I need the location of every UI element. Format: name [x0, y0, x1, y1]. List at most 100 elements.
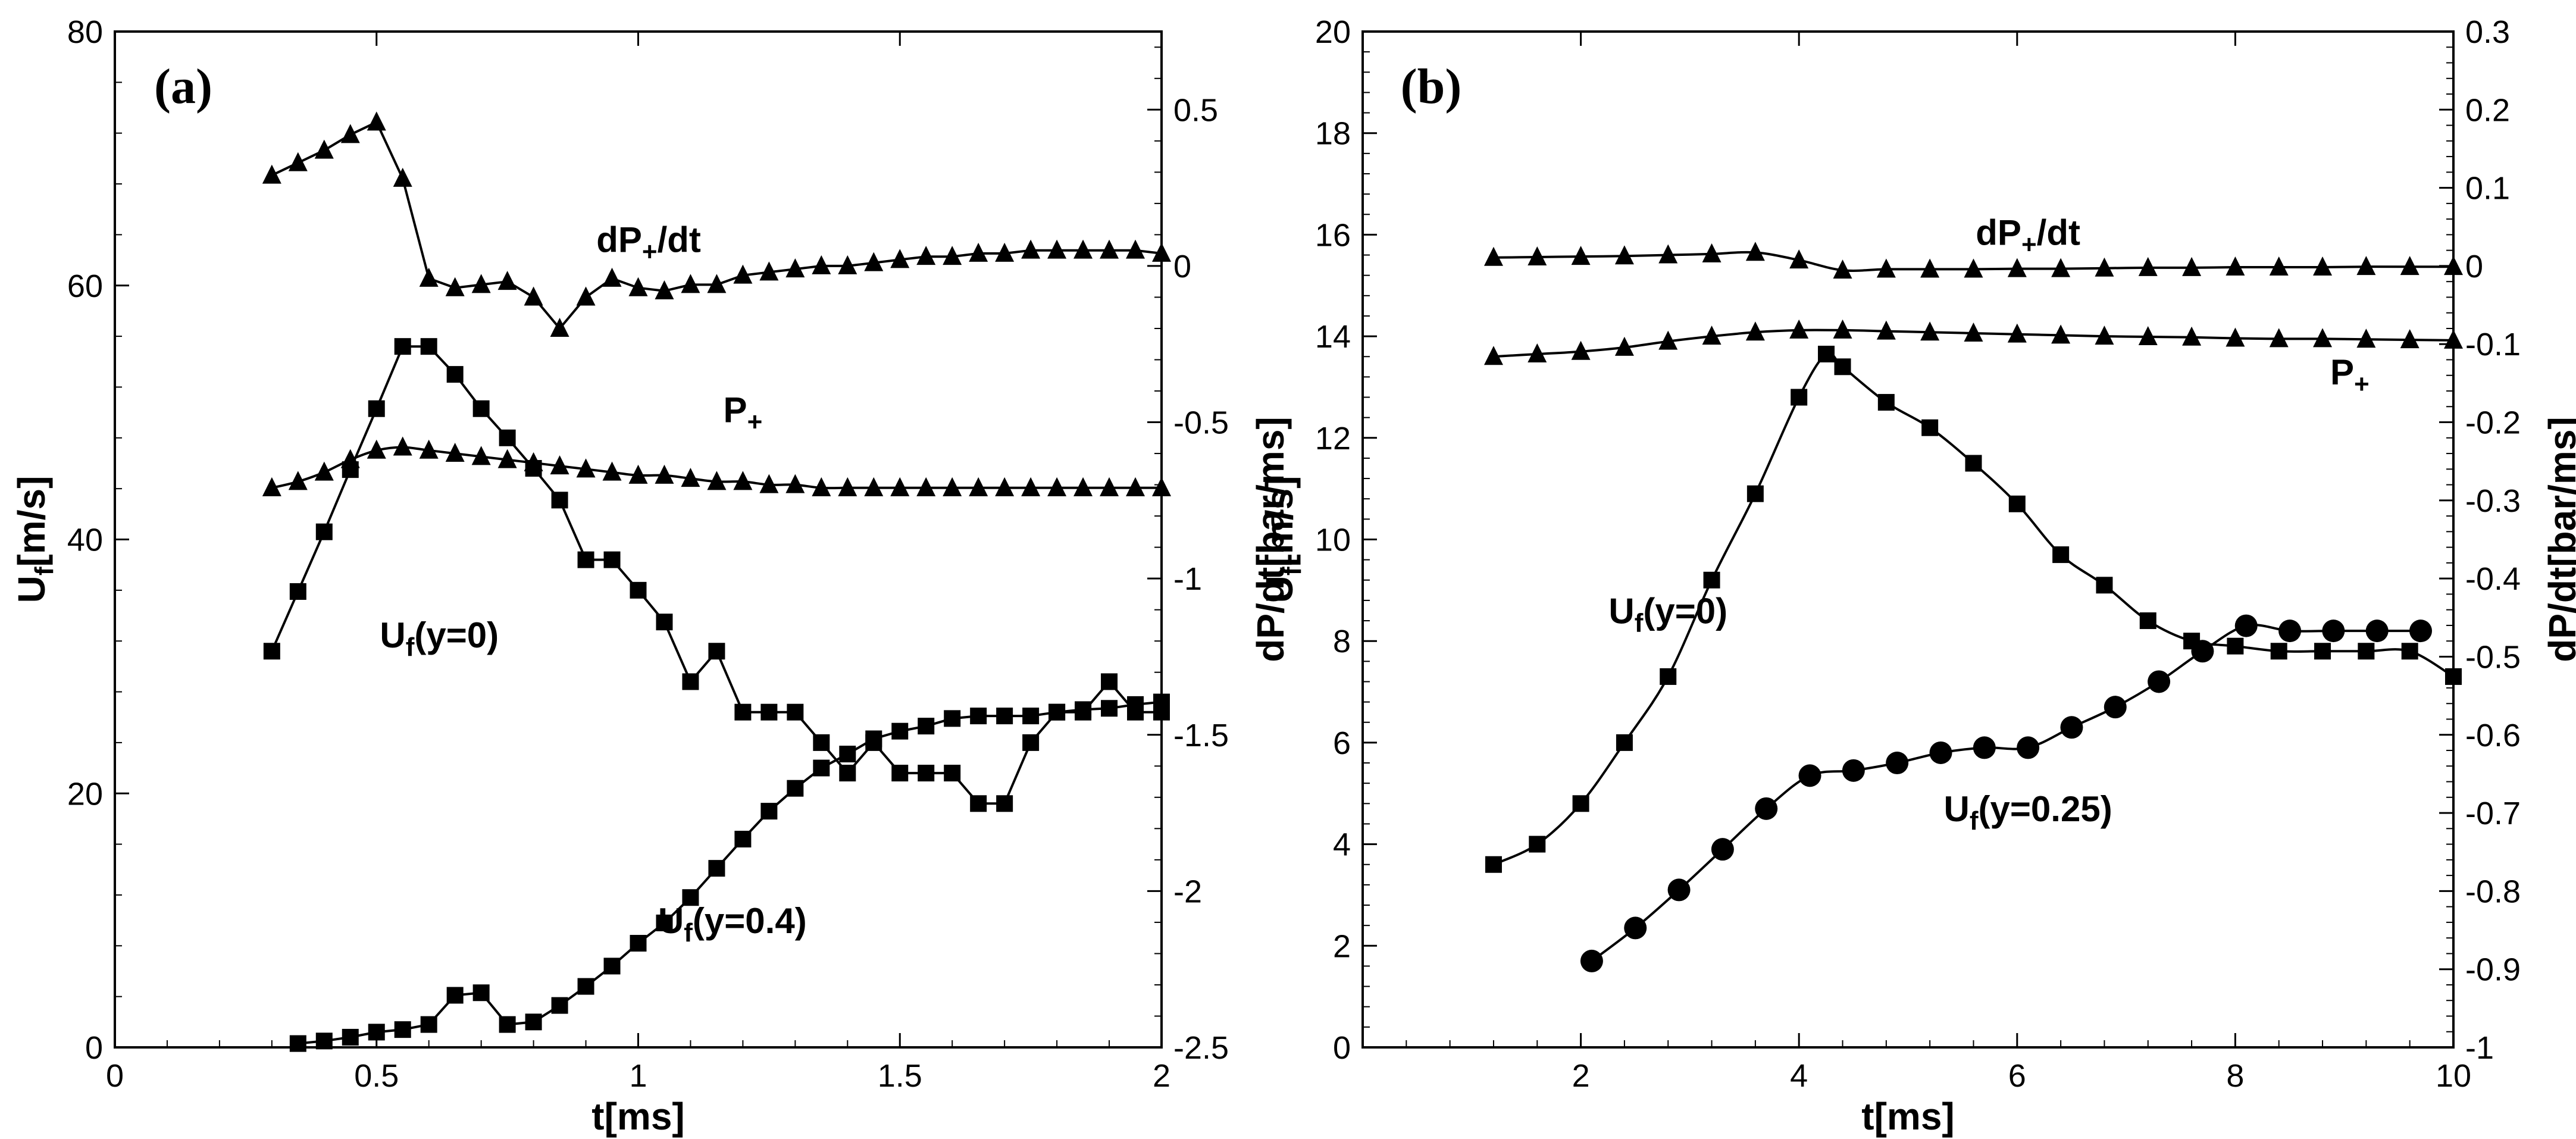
series-label-rest: (y=0): [414, 615, 499, 655]
data-point-square: [970, 708, 987, 725]
data-point-square: [368, 1024, 385, 1041]
data-point-triangle: [1528, 343, 1547, 362]
y-right-tick-label: 0.3: [2465, 14, 2510, 50]
data-point-triangle: [890, 477, 910, 496]
data-point-triangle: [1483, 246, 1503, 266]
data-point-triangle: [1021, 239, 1041, 259]
data-point-square: [342, 461, 359, 478]
data-point-triangle: [785, 258, 805, 278]
data-point-triangle: [2182, 256, 2202, 276]
data-point-square: [891, 722, 909, 740]
data-point-square: [1921, 419, 1939, 436]
data-point-triangle: [1100, 477, 1119, 496]
data-point-circle: [2148, 670, 2171, 693]
data-point-square: [603, 551, 621, 568]
series-label-main: U: [1944, 789, 1970, 829]
data-point-circle: [1667, 878, 1691, 902]
data-point-square: [918, 718, 935, 735]
data-point-triangle: [340, 124, 360, 143]
y-left-tick-label: 6: [1333, 725, 1351, 761]
y-left-tick-label: 12: [1315, 421, 1351, 456]
panel-b: 2 4 6 8 10 0 2 4 6 8 10 12 14 16 18 20 -1 -0.9 -0.8 -0.7 -0.…: [1258, 14, 2576, 1138]
x-tick-label: 1.5: [878, 1058, 922, 1094]
series-label-main: U: [1608, 591, 1634, 631]
series-dp-dt: dP+/dt: [262, 111, 1171, 337]
data-point-triangle: [1021, 477, 1041, 496]
data-point-triangle: [681, 274, 700, 293]
y-left-tick-label: 20: [1315, 14, 1351, 50]
data-point-triangle: [890, 249, 910, 268]
data-point-triangle: [1964, 258, 1983, 278]
y-left-axis-title-sub: f: [1278, 567, 1307, 575]
y-right-tick-label: -0.3: [2465, 483, 2521, 519]
data-point-triangle: [969, 242, 988, 262]
data-point-triangle: [367, 439, 386, 459]
y-right-tick-label: -0.5: [2465, 639, 2521, 675]
data-point-square: [1101, 700, 1118, 717]
x-tick-label: 4: [1790, 1058, 1808, 1094]
data-point-triangle: [943, 246, 962, 265]
data-point-triangle: [576, 458, 596, 478]
data-point-square: [551, 997, 568, 1014]
data-point-triangle: [916, 477, 936, 496]
series-label-sub: f: [1970, 806, 1979, 836]
y-right-tick-label: -0.8: [2465, 874, 2521, 909]
data-point-triangle: [2269, 256, 2289, 276]
data-point-square: [2008, 495, 2026, 512]
data-point-square: [446, 366, 464, 383]
data-point-square: [1791, 389, 1808, 406]
data-point-triangle: [2138, 326, 2158, 345]
data-point-triangle: [602, 267, 622, 287]
data-point-square: [708, 643, 725, 660]
data-point-square: [918, 765, 935, 782]
y-left-tick-label: 10: [1315, 522, 1351, 558]
data-point-circle: [2322, 619, 2345, 643]
y-left-tick-label: 2: [1333, 928, 1351, 964]
y-right-tick-label: 0: [2465, 249, 2483, 284]
y-right-tick-label: -0.1: [2465, 327, 2521, 362]
data-point-triangle: [2400, 256, 2420, 276]
data-point-triangle: [288, 152, 308, 171]
data-point-triangle: [1876, 320, 1896, 340]
data-point-triangle: [262, 164, 281, 184]
data-point-square: [525, 1013, 542, 1031]
data-point-triangle: [1528, 246, 1547, 265]
data-point-circle: [1755, 797, 1778, 820]
data-point-triangle: [1614, 245, 1634, 265]
y-right-tick-label: -0.5: [1173, 405, 1229, 441]
data-point-square: [342, 1028, 359, 1046]
series-uf-y-0-25-: Uf(y=0.25): [1580, 614, 2433, 972]
series-label-sub: +: [2354, 370, 2370, 399]
series-label-sub: f: [684, 918, 693, 947]
data-point-triangle: [864, 477, 884, 496]
data-point-triangle: [1152, 242, 1171, 262]
data-point-circle: [1711, 838, 1734, 861]
y-left-axis-title-main: U: [1258, 575, 1301, 603]
y-right-tick-label: -1.5: [1173, 718, 1229, 753]
data-point-triangle: [1571, 246, 1591, 265]
panel-label: (b): [1401, 59, 1462, 114]
y-left-tick-label: 60: [67, 268, 103, 304]
data-point-square: [315, 523, 333, 540]
data-point-square: [839, 765, 856, 782]
data-point-square: [394, 1021, 411, 1038]
data-point-square: [996, 795, 1013, 812]
data-point-triangle: [1152, 477, 1171, 496]
data-point-circle: [2104, 696, 2127, 719]
series-label-main: dP: [1976, 212, 2021, 252]
data-point-triangle: [2356, 256, 2376, 276]
data-point-triangle: [628, 464, 648, 484]
data-point-triangle: [812, 477, 831, 496]
data-point-triangle: [2182, 326, 2202, 346]
data-point-circle: [2278, 619, 2302, 643]
series-label-sub: +: [2021, 230, 2037, 259]
data-point-square: [1022, 708, 1040, 725]
y-right-tick-label: 0.2: [2465, 92, 2510, 128]
y-right-tick-label: -0.7: [2465, 796, 2521, 831]
data-point-circle: [1798, 764, 1821, 787]
series-label-rest: /dt: [2037, 212, 2080, 252]
data-point-triangle: [1702, 326, 1721, 345]
data-point-square: [760, 703, 778, 721]
x-tick-label: 8: [2226, 1058, 2244, 1094]
